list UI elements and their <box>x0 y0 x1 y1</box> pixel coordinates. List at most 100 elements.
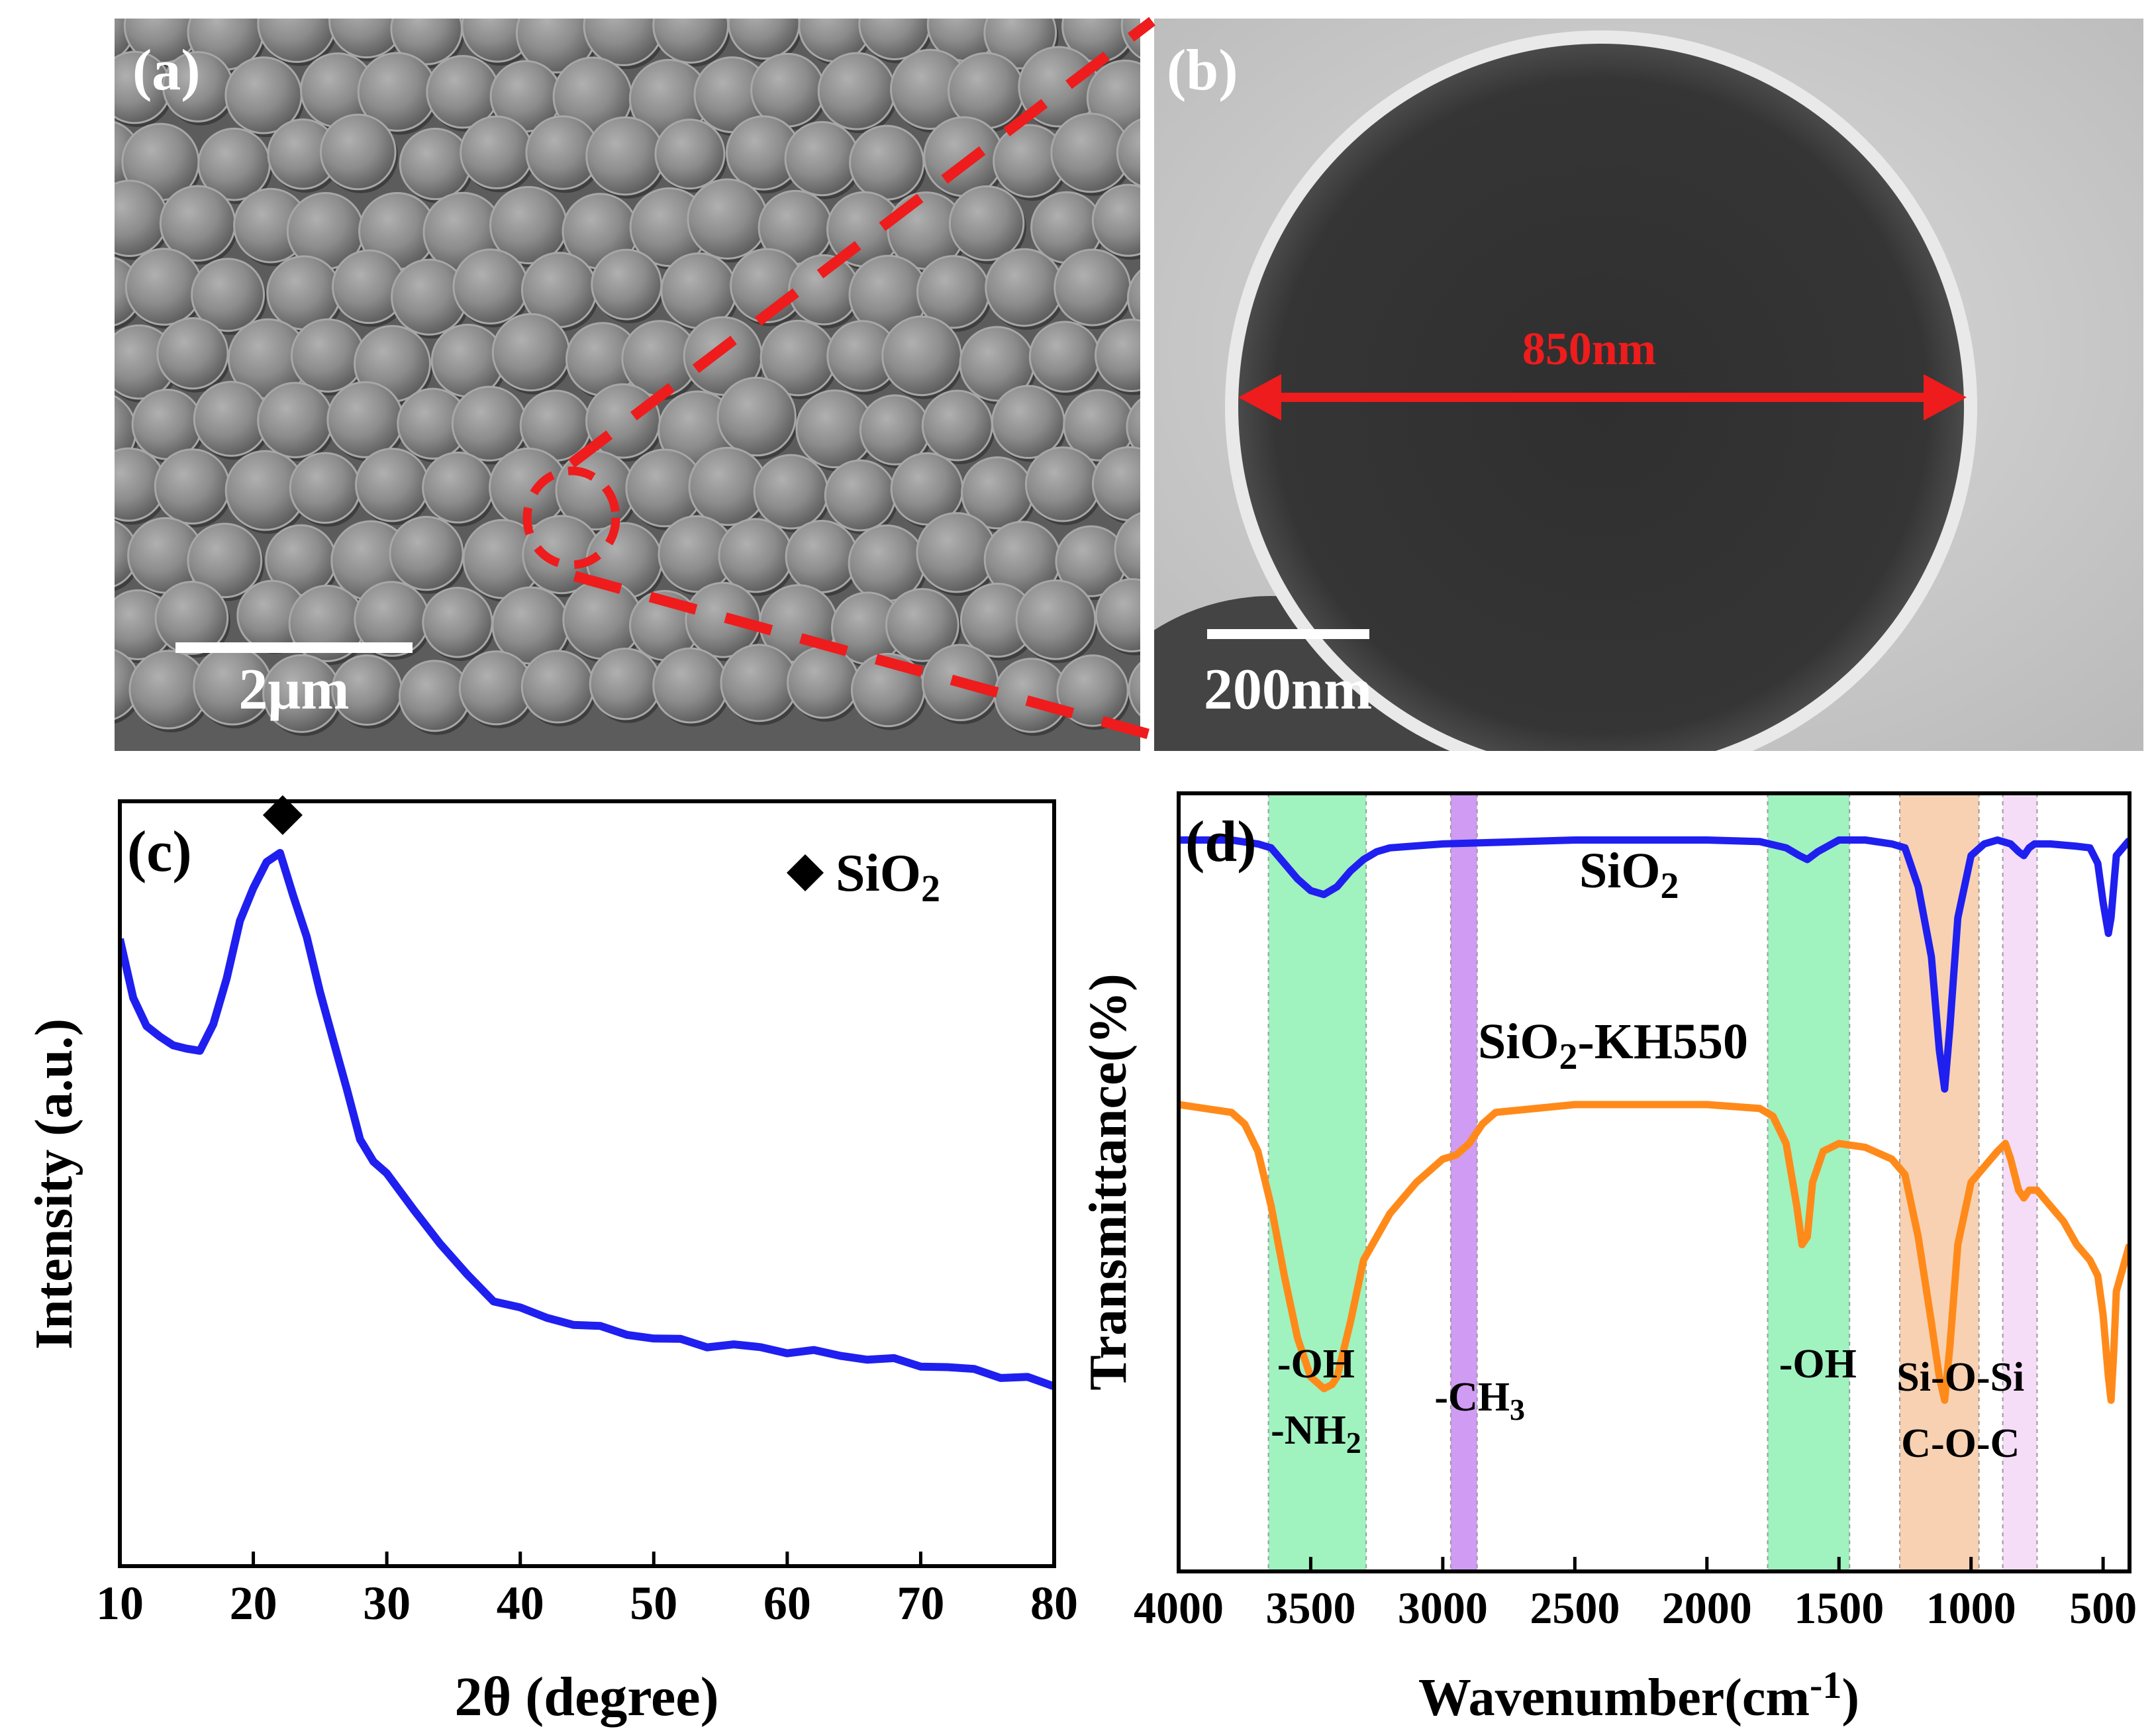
ftir-annotation: -OH <box>1779 1342 1857 1387</box>
sem-sphere <box>784 121 860 197</box>
xrd-x-axis: 10 20 30 40 50 60 70 80 <box>96 1552 1078 1630</box>
sem-sphere <box>785 520 859 593</box>
xrd-x-tick-label: 50 <box>630 1577 677 1630</box>
xrd-x-tick-label: 80 <box>1030 1577 1078 1630</box>
sem-sphere <box>787 646 859 719</box>
sem-sphere <box>187 522 263 599</box>
sem-sphere <box>1116 118 1140 187</box>
sem-sphere <box>1091 183 1140 257</box>
ftir-series-label-sio2: SiO2 <box>1579 843 1679 907</box>
ftir-annotation-main: C-O-C <box>1901 1421 2020 1466</box>
xrd-line-series <box>120 849 1054 1391</box>
xrd-x-tick-label: 70 <box>897 1577 944 1630</box>
ftir-band-green <box>1767 793 1850 1571</box>
sem-sphere <box>156 317 229 390</box>
sem-sphere <box>654 119 726 190</box>
xrd-y-axis-label: Intensity (a.u.) <box>25 1018 83 1350</box>
panel-a: (a) 2μm <box>115 19 1140 751</box>
sem-sphere <box>885 587 959 662</box>
ftir-annotation-main: -NH <box>1271 1408 1346 1453</box>
scale-bar-200nm-label: 200nm <box>1204 658 1372 722</box>
ftir-x-tick-label: 1000 <box>1926 1583 2016 1633</box>
sem-sphere <box>1054 248 1132 326</box>
panel-d-ftir-chart: 4000 3500 3000 2500 2000 1500 1000 500 -OH-NH2-… <box>1079 791 2137 1727</box>
sem-sphere <box>257 381 334 459</box>
sem-sphere <box>452 248 529 324</box>
ftir-annotation: C-O-C <box>1901 1421 2020 1466</box>
sem-sphere <box>491 313 571 392</box>
sem-sphere <box>115 649 140 720</box>
ftir-plot-frame <box>1177 791 2132 1573</box>
xrd-x-tick-label: 10 <box>96 1577 144 1630</box>
ftir-annotation-main: -CH <box>1434 1375 1510 1420</box>
xrd-x-tick-label: 40 <box>497 1577 544 1630</box>
sem-sphere <box>460 115 534 189</box>
panel-a-label: (a) <box>132 38 201 103</box>
ftir-x-axis: 4000 3500 3000 2500 2000 1500 1000 500 <box>1134 1557 2137 1633</box>
sem-sphere <box>1056 654 1129 727</box>
ftir-line-sio2-kh550 <box>1179 1101 2130 1404</box>
ftir-x-tick-label: 2000 <box>1662 1583 1752 1633</box>
sem-sphere <box>326 381 404 458</box>
ftir-annotation: -CH3 <box>1434 1375 1525 1426</box>
xrd-legend-label-sub: 2 <box>921 867 940 910</box>
sem-sphere <box>422 587 493 658</box>
sem-sphere <box>916 512 997 593</box>
ftir-annotation-main: -OH <box>1779 1342 1857 1387</box>
sem-sphere <box>398 660 471 732</box>
sem-sphere <box>921 389 993 462</box>
diameter-arrow-left-head <box>1238 374 1281 421</box>
xrd-x-tick-label: 20 <box>230 1577 277 1630</box>
sem-sphere <box>716 376 797 457</box>
sem-sphere <box>991 385 1065 460</box>
ftir-x-tick-label: 3500 <box>1265 1583 1355 1633</box>
sem-sphere <box>154 581 229 655</box>
sem-sphere <box>355 448 430 522</box>
panel-d-label: (d) <box>1185 810 1257 874</box>
ftir-annotation-sub: 3 <box>1510 1393 1525 1426</box>
sem-sphere <box>115 520 138 587</box>
ftir-series-label-kh550: SiO2-KH550 <box>1478 1014 1748 1077</box>
sem-sphere <box>652 647 729 724</box>
sem-sphere <box>289 452 362 524</box>
sem-sphere <box>687 178 768 260</box>
sem-sphere <box>291 318 366 393</box>
xrd-legend-label-main: SiO <box>836 844 921 903</box>
ftir-annotation-main: Si-O-Si <box>1896 1355 2024 1400</box>
sem-sphere <box>849 124 925 201</box>
xrd-plot-frame <box>118 799 1056 1568</box>
sem-sphere <box>923 116 1004 197</box>
sem-sphere <box>320 113 397 191</box>
scale-bar-200nm <box>1207 629 1369 639</box>
sem-sphere <box>1126 398 1140 456</box>
sem-sphere <box>727 19 801 60</box>
ftir-x-tick-label: 2500 <box>1530 1583 1620 1633</box>
ftir-x-tick-label: 3000 <box>1398 1583 1488 1633</box>
xrd-legend-label: SiO2 <box>836 844 940 910</box>
ftir-line-sio2 <box>1179 836 2130 1093</box>
sem-sphere <box>591 248 663 321</box>
sem-sphere <box>191 258 266 332</box>
sem-sphere-field <box>115 19 1140 736</box>
ftir-band-annotations: -OH -NH2 -CH3 -OH Si-O-Si C-O-C <box>1271 1342 2024 1466</box>
ftir-band-peach <box>1899 793 1979 1571</box>
zoom-connector-top <box>568 17 1155 468</box>
sem-sphere <box>985 248 1063 327</box>
ftir-band-green <box>1268 793 1367 1571</box>
sem-sphere <box>399 127 471 201</box>
sem-sphere <box>753 454 829 530</box>
xrd-line-sio2 <box>120 849 1054 1391</box>
xrd-x-tick-label: 30 <box>363 1577 411 1630</box>
sem-sphere <box>1095 578 1140 653</box>
ftir-x-axis-label: Wavenumber(cm-1) <box>1418 1663 1859 1727</box>
sem-sphere <box>115 447 166 522</box>
ftir-x-tick-label: 500 <box>2069 1583 2137 1633</box>
sem-sphere <box>948 185 1025 262</box>
sem-sphere <box>585 116 665 196</box>
ftir-series-label-kh550-main: SiO <box>1478 1014 1559 1069</box>
ftir-x-tick-label: 4000 <box>1134 1583 1224 1633</box>
xrd-peak-diamond-marker <box>262 795 303 835</box>
sem-sphere <box>451 385 528 462</box>
sem-sphere <box>389 516 464 591</box>
scale-bar-2um-label: 2μm <box>238 658 349 722</box>
